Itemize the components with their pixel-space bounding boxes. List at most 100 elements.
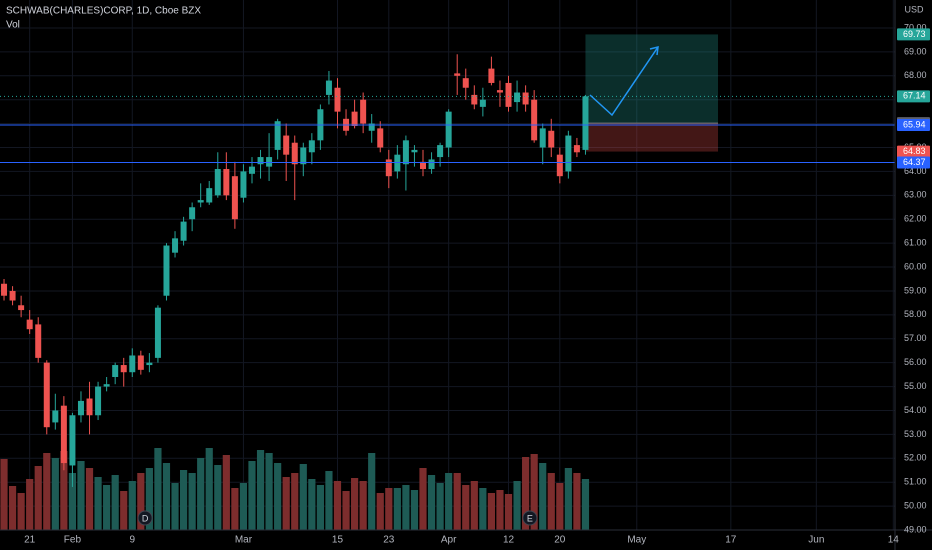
candle-body xyxy=(505,82,512,107)
candle-body xyxy=(223,169,230,196)
candle-body xyxy=(565,135,572,172)
price-label: 69.73 xyxy=(903,29,926,39)
candle-body xyxy=(120,365,127,373)
price-label: 64.83 xyxy=(903,146,926,156)
price-label-box xyxy=(897,90,930,103)
volume-bar xyxy=(231,488,239,530)
volume-bar xyxy=(26,479,34,530)
price-label-box xyxy=(897,145,930,158)
y-tick-label: 57.00 xyxy=(904,333,927,343)
volume-bar xyxy=(393,488,401,530)
candle-body xyxy=(556,154,563,177)
volume-bar xyxy=(539,463,547,530)
volume-bar xyxy=(154,448,162,530)
candle-body xyxy=(77,400,84,416)
price-label: 64.37 xyxy=(903,157,926,167)
candle-body xyxy=(385,159,392,177)
candle-body xyxy=(60,405,67,464)
volume-bar xyxy=(316,485,324,530)
candle-body xyxy=(308,140,315,153)
candle-body xyxy=(26,319,33,330)
candle-body xyxy=(300,147,307,165)
y-tick-label: 55.00 xyxy=(904,381,927,391)
candle-body xyxy=(266,157,273,167)
x-tick-label: Feb xyxy=(64,535,82,546)
candle-body xyxy=(214,169,221,196)
candle-body xyxy=(454,73,461,76)
volume-bar xyxy=(564,468,572,530)
candle-body xyxy=(35,324,42,358)
candle-body xyxy=(103,384,110,387)
candle-body xyxy=(573,145,580,153)
volume-bar xyxy=(299,464,307,530)
y-tick-label: 52.00 xyxy=(904,453,927,463)
y-tick-label: 69.00 xyxy=(904,46,927,56)
volume-bar xyxy=(77,461,85,530)
volume-bar xyxy=(256,450,265,530)
volume-bar xyxy=(530,454,538,530)
volume-bar xyxy=(445,473,453,530)
candle-body xyxy=(180,221,187,241)
volume-bar xyxy=(43,453,51,530)
volume-bar xyxy=(547,473,555,530)
x-tick-label: 14 xyxy=(888,535,900,546)
volume-bar xyxy=(376,493,384,530)
candle-body xyxy=(582,96,589,150)
price-label-box xyxy=(897,119,930,132)
volume-bar xyxy=(291,473,299,530)
candle-body xyxy=(95,386,102,416)
candle-body xyxy=(146,362,153,366)
y-tick-label: 62.00 xyxy=(904,214,927,224)
volume-bar xyxy=(308,479,316,530)
currency: USD xyxy=(904,4,924,14)
candle-body xyxy=(69,415,76,466)
chart-title: SCHWAB(CHARLES)CORP, 1D, Cboe BZX xyxy=(6,6,201,17)
x-tick-label: 21 xyxy=(24,535,36,546)
candle-body xyxy=(325,80,332,95)
volume-bar xyxy=(68,473,77,530)
candle-body xyxy=(163,245,170,296)
volume-bar xyxy=(385,488,393,530)
candle-body xyxy=(360,99,367,124)
volume-bar xyxy=(513,481,521,530)
volume-bar xyxy=(368,453,376,530)
volume-bar xyxy=(479,488,487,530)
volume-bar xyxy=(239,483,248,530)
y-tick-label: 49.00 xyxy=(904,524,927,534)
volume-bar xyxy=(522,457,530,530)
candle-body xyxy=(137,355,144,370)
candle-body xyxy=(291,142,298,165)
candle-body xyxy=(248,166,255,174)
candle-body xyxy=(43,362,50,428)
candle-body xyxy=(129,355,136,373)
volume-bar xyxy=(103,485,111,530)
price-label: 67.14 xyxy=(903,91,926,101)
x-tick-label: 23 xyxy=(383,535,395,546)
candle-body xyxy=(189,207,196,220)
candle-body xyxy=(514,92,521,103)
volume-bar xyxy=(205,448,213,530)
candle-body xyxy=(539,128,546,148)
volume-bar xyxy=(436,483,444,530)
candle-body xyxy=(9,290,16,301)
candle-body xyxy=(112,365,119,378)
volume-bar xyxy=(111,475,119,530)
y-tick-label: 58.00 xyxy=(904,309,927,319)
volume-bar xyxy=(359,481,367,530)
candle-body xyxy=(86,398,93,416)
candle-body xyxy=(471,94,478,105)
volume-bar xyxy=(0,459,8,530)
y-tick-label: 56.00 xyxy=(904,357,927,367)
y-tick-label: 60.00 xyxy=(904,261,927,271)
volume-bar xyxy=(248,461,256,530)
event-label: D xyxy=(142,513,149,523)
volume-bar xyxy=(171,483,179,530)
x-tick-label: Jun xyxy=(808,535,824,546)
volume-bar xyxy=(94,477,102,530)
volume-bar xyxy=(470,481,478,530)
volume-bar xyxy=(453,473,461,530)
volume-bar xyxy=(402,485,410,530)
y-tick-label: 54.00 xyxy=(904,405,927,415)
stop-zone xyxy=(585,123,719,152)
